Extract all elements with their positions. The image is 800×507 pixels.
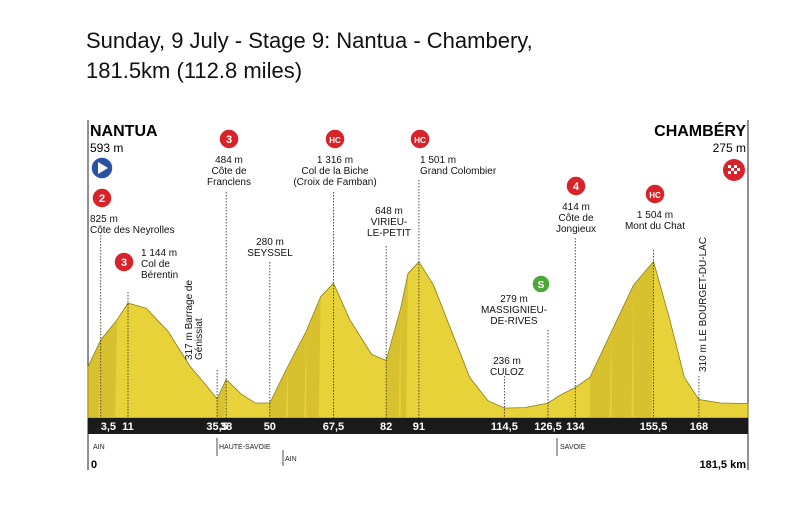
region-ain-1: AIN	[93, 444, 105, 451]
climb-label: 1 501 m	[420, 155, 456, 166]
title-line-2: 181.5km (112.8 miles)	[86, 58, 303, 83]
elevation-profile	[87, 260, 749, 419]
km-label: 11	[122, 421, 134, 433]
category-badge: HC	[409, 128, 431, 150]
km-label: 155,5	[640, 421, 668, 433]
place-label: 279 m	[500, 294, 528, 305]
km-label: 82	[380, 421, 392, 433]
climb-label: (Croix de Famban)	[293, 177, 376, 188]
place-label: VIRIEU-	[371, 217, 408, 228]
category-badge-label: HC	[329, 136, 341, 145]
place-label: CULOZ	[490, 367, 524, 378]
page-title: Sunday, 9 July - Stage 9: Nantua - Chamb…	[86, 26, 533, 86]
category-badge-label: 4	[573, 181, 580, 193]
km-label: 126,5	[534, 421, 562, 433]
checkered-flag-icon	[723, 159, 745, 181]
place-label-text: 310 m LE BOURGET-DU-LAC	[698, 237, 709, 372]
profile-shade	[288, 331, 307, 418]
category-badge-label: 2	[99, 193, 105, 205]
distance-start: 0	[91, 459, 97, 471]
region-savoie: SAVOIE	[560, 444, 586, 451]
climb-label: Côte des Neyrolles	[90, 225, 174, 236]
sprint-badge-label: S	[538, 280, 545, 291]
category-badge: HC	[324, 128, 346, 150]
profile-shade	[400, 273, 408, 418]
climb-label: Grand Colombier	[420, 166, 497, 177]
category-badge-label: HC	[649, 191, 661, 200]
km-labels: 3,5 11 35,538 50 67,5 82 91 114,5 126,5 134 155,5 1…	[101, 421, 708, 433]
category-badge-label: HC	[414, 136, 426, 145]
category-badge-label: 3	[121, 257, 127, 269]
place-label: 280 m	[256, 237, 284, 248]
region-haute-savoie: HAUTE-SAVOIE	[219, 444, 271, 451]
finish-altitude: 275 m	[713, 141, 746, 155]
climb-label: Col de	[141, 259, 170, 270]
profile-shade	[611, 285, 634, 418]
start-altitude: 593 m	[90, 141, 123, 155]
place-label: 310 m LE BOURGET-DU-LAC	[698, 237, 709, 372]
km-label: 35,5	[206, 421, 227, 433]
category-badge: 3	[113, 251, 135, 273]
climb-label: 1 316 m	[317, 155, 353, 166]
play-icon	[90, 156, 114, 180]
category-badge: 2	[91, 187, 113, 209]
profile-shade	[633, 261, 654, 418]
place-label-text: 317 m Barrage de	[184, 280, 195, 360]
profile-shade	[88, 340, 101, 418]
climb-label: Jongieux	[556, 224, 596, 235]
place-label: DE-RIVES	[490, 316, 538, 327]
climb-label: Bérentin	[141, 270, 178, 281]
place-label: SEYSSEL	[247, 248, 293, 259]
climb-label: Mont du Chat	[625, 221, 685, 232]
category-badge: HC	[644, 183, 666, 205]
climb-label: Côte de	[558, 213, 593, 224]
climb-label: 484 m	[215, 155, 243, 166]
category-badge-label: 3	[226, 134, 232, 146]
climb-label: Franclens	[207, 177, 251, 188]
finish-name: CHAMBÉRY	[654, 121, 746, 140]
region-ain-2: AIN	[285, 456, 297, 463]
climb-label: 414 m	[562, 202, 590, 213]
km-axis-band	[88, 418, 748, 434]
place-label: 317 m Barrage de Génissiat	[184, 280, 205, 360]
climb-label: Col de la Biche	[301, 166, 369, 177]
km-label: 38	[220, 421, 232, 433]
place-label: MASSIGNIEU-	[481, 305, 547, 316]
profile-shade	[386, 308, 401, 418]
category-badge: 3	[218, 128, 240, 150]
km-label: 3,5	[101, 421, 116, 433]
place-label-text: Génissiat	[194, 318, 205, 360]
km-label: 114,5	[491, 421, 518, 433]
climb-label: 825 m	[90, 214, 118, 225]
profile-fill	[87, 260, 749, 419]
km-label: 168	[690, 421, 708, 433]
start-name: NANTUA	[90, 123, 158, 140]
km-label: 91	[413, 421, 425, 433]
profile-shade	[100, 319, 118, 418]
km-label: 67,5	[323, 421, 344, 433]
profile-shade	[306, 296, 321, 418]
profile-shade	[269, 366, 288, 418]
category-badge: 4	[565, 175, 587, 197]
place-label: 648 m	[375, 206, 403, 217]
climb-label: Côte de	[211, 166, 246, 177]
distance-end: 181,5 km	[700, 459, 747, 471]
sprint-badge: S	[531, 274, 551, 294]
profile-shade	[589, 331, 612, 418]
place-label: 236 m	[493, 356, 521, 367]
km-label: 134	[566, 421, 585, 433]
climb-label: 1 504 m	[637, 210, 673, 221]
title-line-1: Sunday, 9 July - Stage 9: Nantua - Chamb…	[86, 28, 533, 53]
climb-label: 1 144 m	[141, 248, 177, 259]
place-label: LE-PETIT	[367, 228, 411, 239]
km-label: 50	[264, 421, 276, 433]
profile-shade	[217, 379, 227, 418]
